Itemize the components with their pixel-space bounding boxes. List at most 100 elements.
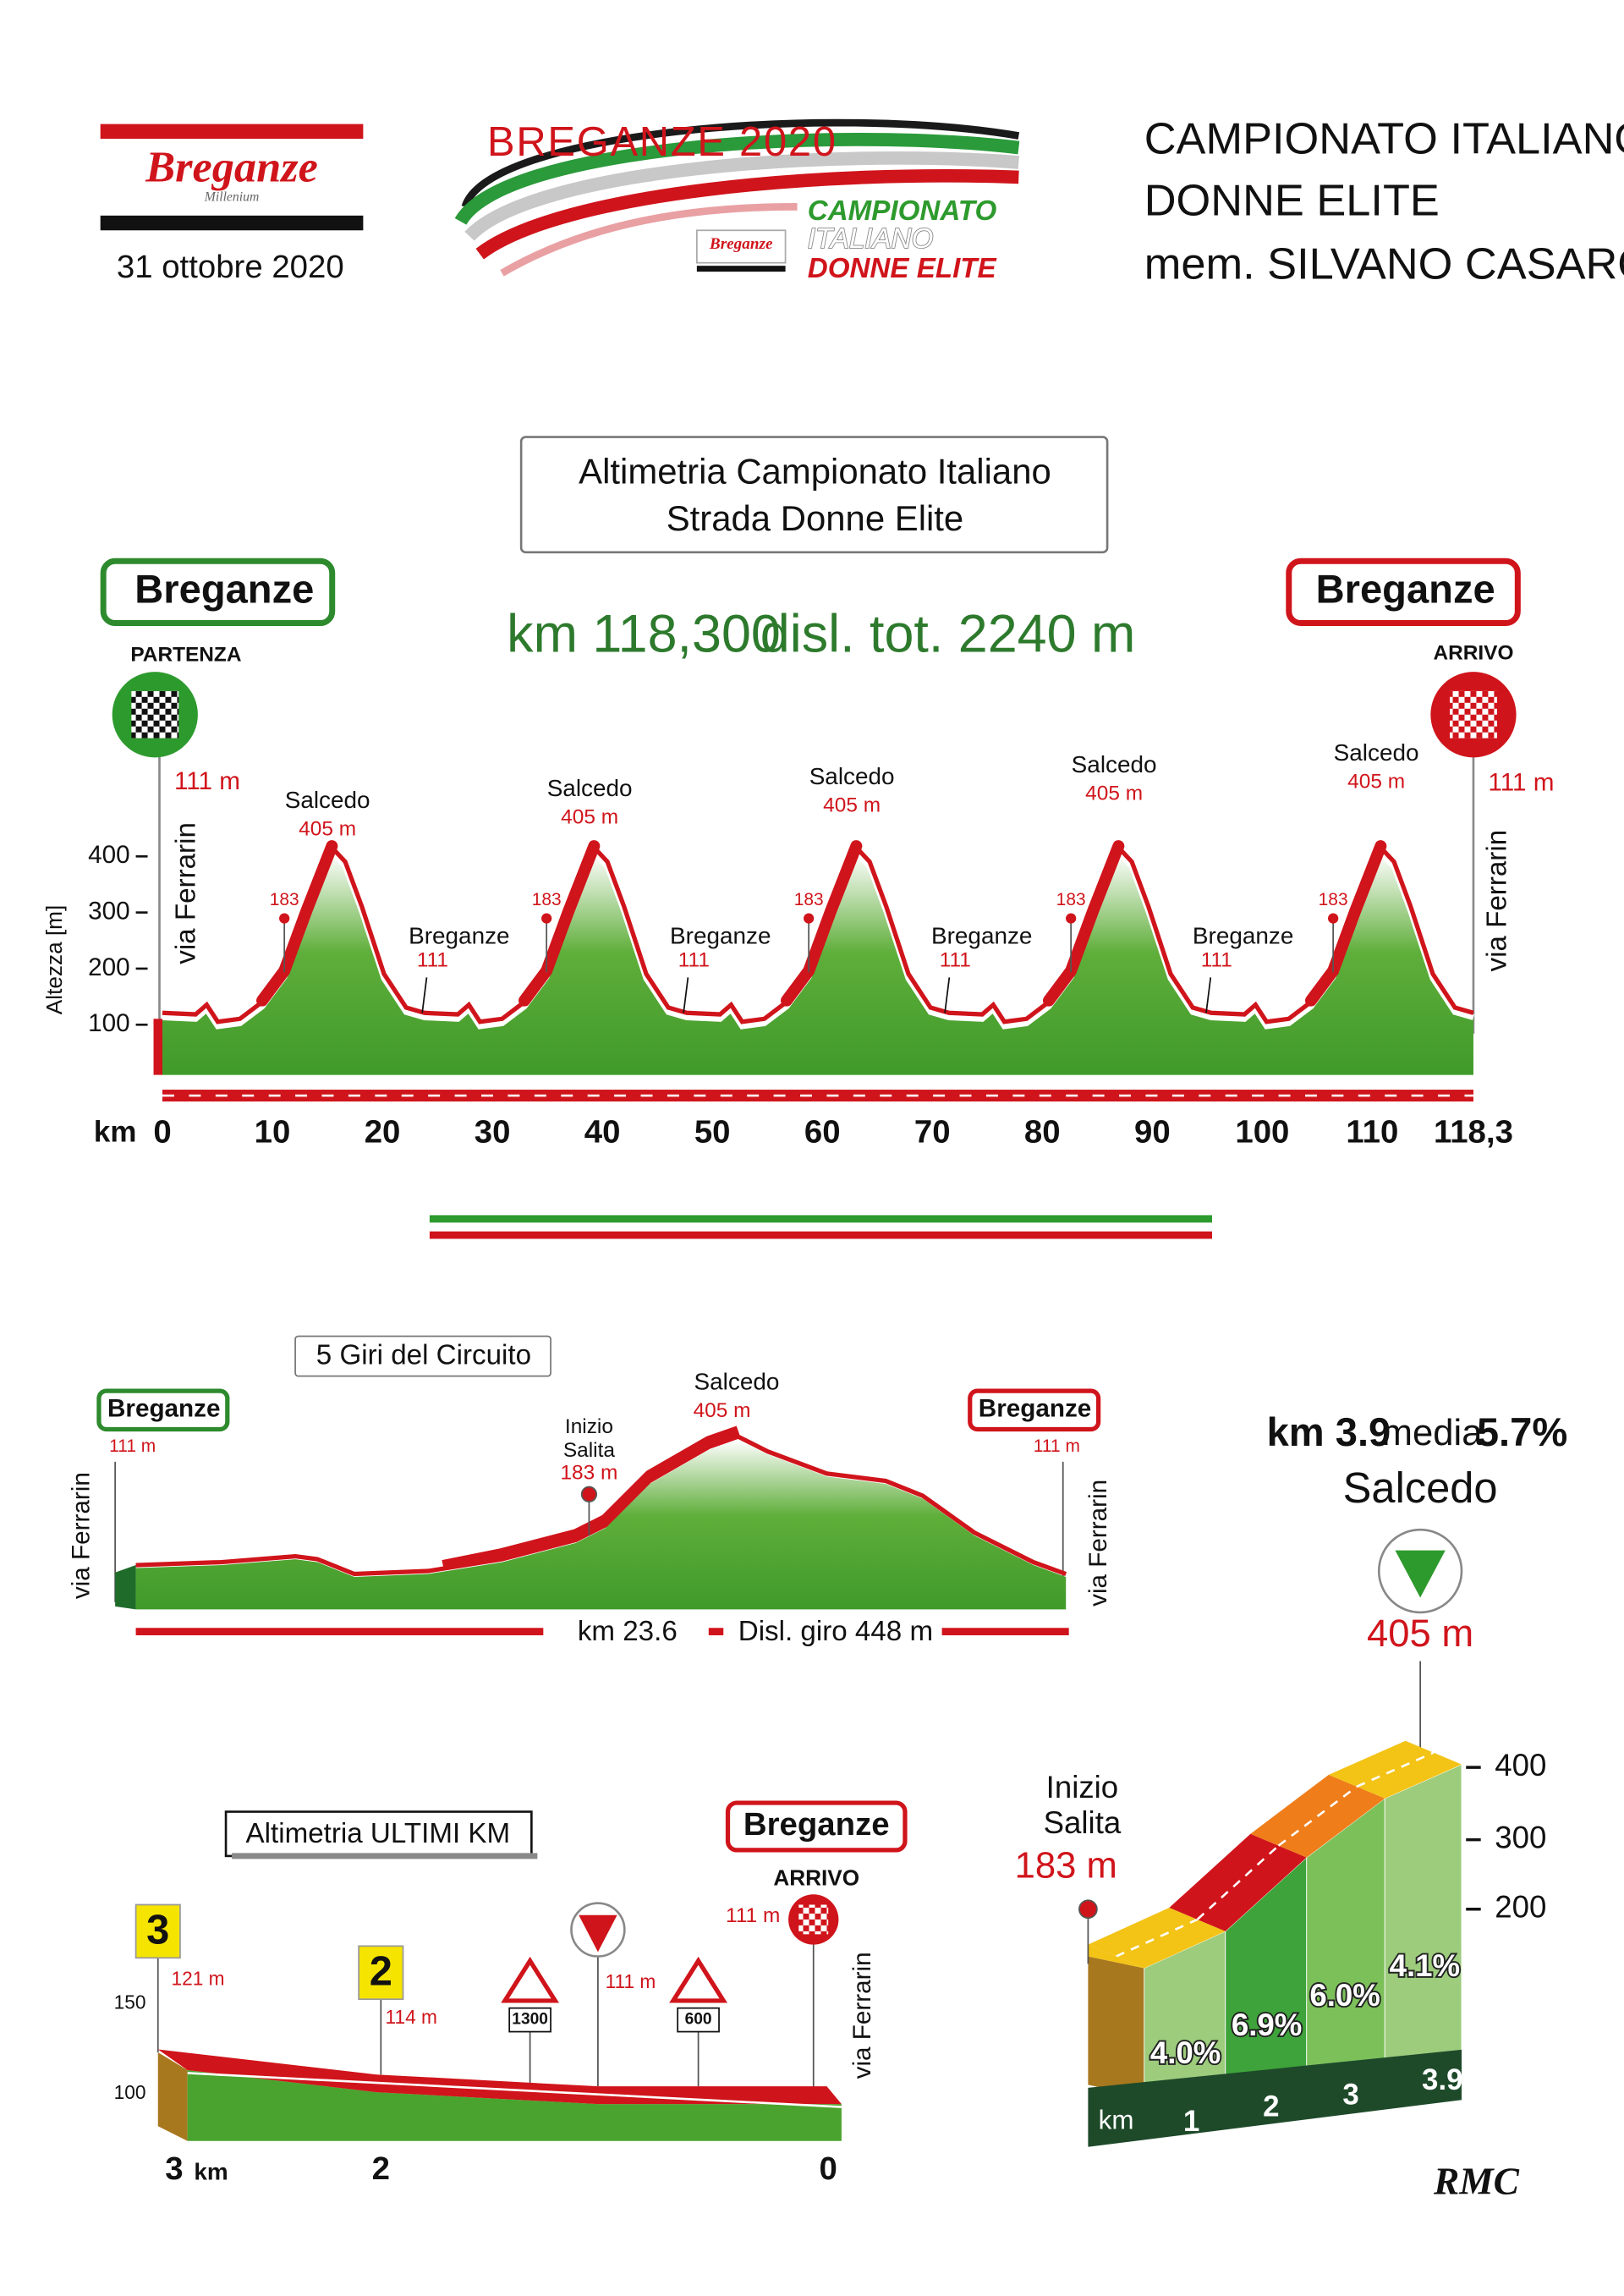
finish-label: ARRIVO	[1433, 642, 1513, 665]
pointer	[421, 977, 428, 1013]
pin	[1328, 913, 1339, 924]
climb-start-label: Salita	[563, 1439, 616, 1462]
climb-start-altitude: 183	[270, 890, 299, 909]
lastkm-finish-altitude: 111 m	[726, 1904, 780, 1927]
valley-name: Breganze	[931, 923, 1032, 949]
separator	[429, 1231, 1213, 1239]
organizer-logo	[100, 124, 364, 231]
summit-name: Salcedo	[694, 1369, 780, 1395]
x-unit: km	[194, 2159, 228, 2185]
summit-altitude: 405 m	[1367, 1612, 1473, 1655]
credit: RMC	[1433, 2161, 1520, 2203]
event-title: CAMPIONATO ITALIANO	[1144, 114, 1624, 163]
profile-area	[162, 853, 1473, 1075]
block-top-dash	[1277, 1785, 1358, 1847]
title-box	[519, 436, 1109, 554]
gradient-label: 6.0%	[1309, 1978, 1380, 2013]
km-strip	[1088, 2049, 1462, 2147]
gradient-label: 4.0%	[1150, 2035, 1221, 2070]
x-tick-label: 118,3	[1434, 1114, 1513, 1151]
pointer	[683, 977, 689, 1013]
date: 31 ottobre 2020	[117, 249, 344, 285]
pointer	[944, 977, 951, 1013]
pin	[580, 1486, 598, 1502]
pin	[541, 913, 552, 924]
swoosh	[464, 151, 1019, 241]
km-marker-label: 3	[146, 1908, 169, 1953]
logo-bar	[100, 124, 364, 140]
y-tick-label: 100	[114, 2081, 146, 2103]
x-tick-label: 60	[804, 1114, 841, 1151]
finish-altitude: 111 m	[1488, 769, 1554, 797]
climb-average: 5.7%	[1477, 1409, 1567, 1454]
circuit-distance: km 23.6	[578, 1616, 678, 1647]
badge-bar	[696, 266, 786, 272]
climb-name: Salcedo	[285, 787, 370, 813]
profile-climb	[256, 840, 338, 1007]
x-label: 3	[165, 2150, 183, 2187]
circuit-profile	[135, 1439, 1067, 1610]
finish-town: Breganze	[1316, 566, 1495, 611]
event-logo-badge: Breganze	[709, 235, 773, 253]
summit-triangle	[1395, 1550, 1446, 1598]
flamme-triangle	[579, 1914, 617, 1953]
x-label: 2	[372, 2150, 390, 2187]
valley-altitude: 111	[417, 949, 448, 972]
curve-sign	[669, 1956, 728, 2003]
x-unit: km	[94, 1116, 136, 1149]
sign-label: 1300	[512, 2011, 548, 2029]
lastkm-finish-box	[725, 1800, 908, 1853]
lastkm-street: via Ferrarin	[848, 1952, 876, 2079]
climb-average-label: media	[1382, 1413, 1484, 1453]
profile-climb	[518, 840, 601, 1007]
event-title: mem. SILVANO CASAROTTO	[1144, 240, 1624, 289]
y-tick-label: 300	[1495, 1820, 1546, 1854]
x-tick-label: 40	[584, 1114, 621, 1151]
sign-plate	[677, 2007, 720, 2033]
x-tick-label: 3	[1342, 2079, 1358, 2112]
lastkm-finish-town: Breganze	[743, 1806, 890, 1843]
valley-name: Breganze	[670, 923, 771, 949]
climb-start-altitude: 183	[794, 890, 824, 909]
finish-box	[1286, 558, 1521, 627]
km-marker-altitude: 121 m	[171, 1967, 224, 1989]
logo-subtitle: Millenium	[204, 190, 259, 204]
swoosh	[461, 118, 1020, 208]
finish-flag	[1450, 690, 1497, 739]
swoosh	[500, 202, 798, 277]
circuit-finish-town: Breganze	[979, 1395, 1092, 1423]
lastkm-profile	[187, 2069, 842, 2141]
lastkm-side	[157, 2052, 188, 2141]
climb-blocks	[1088, 1740, 1462, 2147]
sign-label: 600	[685, 2011, 712, 2029]
climb-start-label: Salita	[1044, 1805, 1122, 1840]
profile-title: Altimetria Campionato Italiano	[579, 451, 1051, 491]
y-tick-label: 200	[1495, 1889, 1546, 1924]
profile-climb	[1304, 840, 1387, 1007]
circuit-climb	[442, 1425, 740, 1571]
y-tick-label: 400	[88, 841, 129, 869]
sign-plate	[508, 2007, 551, 2033]
event-logo-title: BREGANZE 2020	[487, 119, 837, 165]
x-tick-label: 10	[255, 1114, 291, 1151]
start-wall	[153, 1019, 162, 1075]
circuit-finish-box	[968, 1388, 1101, 1432]
badge	[695, 229, 787, 264]
x-tick-label: 30	[475, 1114, 511, 1151]
logo-bar	[100, 215, 364, 231]
logo-name: Breganze	[145, 142, 318, 191]
climb-start-altitude: 183	[532, 890, 562, 909]
climb-start-label: Inizio	[1046, 1770, 1119, 1804]
circuit-start-box	[96, 1388, 230, 1432]
main-profile	[153, 840, 1474, 1075]
valley-name: Breganze	[1193, 923, 1293, 949]
separator	[429, 1215, 1213, 1223]
distance-bar	[162, 1090, 1473, 1102]
shadow	[232, 1853, 538, 1859]
y-tick-label: 100	[88, 1009, 129, 1037]
km-marker	[358, 1945, 404, 2001]
circuit-finish-street: via Ferrarin	[1084, 1480, 1112, 1607]
total-distance: km 118,300	[507, 605, 781, 664]
climb-start-altitude: 183 m	[560, 1461, 617, 1484]
